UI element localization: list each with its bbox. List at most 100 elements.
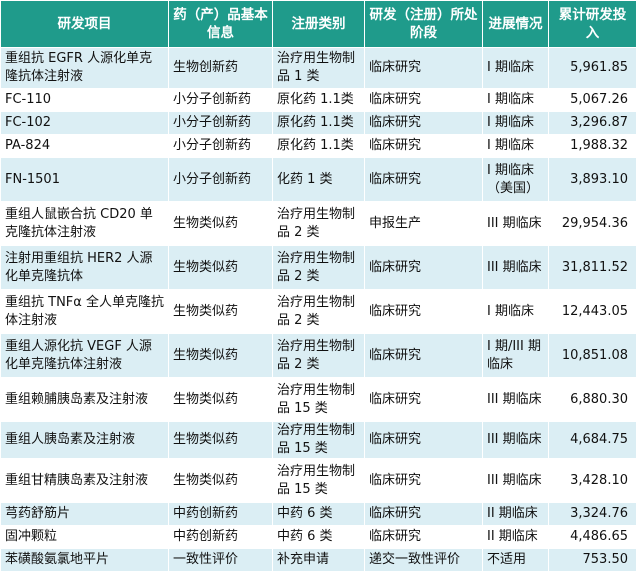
cell-progress: 不适用: [483, 549, 549, 572]
cell-stage: 临床研究: [365, 422, 483, 459]
cell-reg-category: 治疗用生物制品 2 类: [273, 334, 365, 378]
table-row: 重组抗 TNFα 全人单克隆抗体注射液 生物类似药 治疗用生物制品 2 类 临床…: [1, 290, 636, 334]
table-row: 苯磺酸氨氯地平片 一致性评价 补充申请 递交一致性评价 不适用 753.50: [1, 549, 636, 572]
cell-reg-category: 治疗用生物制品 15 类: [273, 422, 365, 459]
cell-stage: 临床研究: [365, 290, 483, 334]
cell-stage: 临床研究: [365, 158, 483, 202]
cell-stage: 临床研究: [365, 48, 483, 89]
col-header-stage: 研发（注册）所处阶段: [365, 1, 483, 48]
table-row: 芎药舒筋片 中药创新药 中药 6 类 临床研究 II 期临床 3,324.76: [1, 503, 636, 526]
cell-progress: I 期临床: [483, 112, 549, 135]
cell-project: 重组人源化抗 VEGF 人源化单克隆抗体注射液: [1, 334, 169, 378]
cell-basic-info: 生物创新药: [169, 48, 273, 89]
cell-progress: III 期临床: [483, 246, 549, 290]
cell-project: 重组人胰岛素及注射液: [1, 422, 169, 459]
cell-basic-info: 小分子创新药: [169, 89, 273, 112]
cell-progress: I 期临床: [483, 48, 549, 89]
cell-basic-info: 生物类似药: [169, 246, 273, 290]
cell-project: FN-1501: [1, 158, 169, 202]
cell-reg-category: 治疗用生物制品 2 类: [273, 246, 365, 290]
cell-basic-info: 中药创新药: [169, 503, 273, 526]
cell-reg-category: 治疗用生物制品 1 类: [273, 48, 365, 89]
cell-project: 重组抗 TNFα 全人单克隆抗体注射液: [1, 290, 169, 334]
cell-stage: 临床研究: [365, 334, 483, 378]
col-header-project: 研发项目: [1, 1, 169, 48]
cell-progress: II 期临床: [483, 503, 549, 526]
cell-reg-category: 治疗用生物制品 2 类: [273, 290, 365, 334]
table-row: 重组人鼠嵌合抗 CD20 单克隆抗体注射液 生物类似药 治疗用生物制品 2 类 …: [1, 202, 636, 246]
cell-stage: 临床研究: [365, 459, 483, 503]
table-row: FC-102 小分子创新药 原化药 1.1类 临床研究 I 期临床 3,296.…: [1, 112, 636, 135]
cell-project: 重组抗 EGFR 人源化单克隆抗体注射液: [1, 48, 169, 89]
col-header-investment: 累计研发投入: [549, 1, 636, 48]
cell-basic-info: 生物类似药: [169, 202, 273, 246]
cell-investment: 4,486.65: [549, 526, 636, 549]
table-row: 重组人源化抗 VEGF 人源化单克隆抗体注射液 生物类似药 治疗用生物制品 2 …: [1, 334, 636, 378]
cell-progress: III 期临床: [483, 202, 549, 246]
cell-stage: 临床研究: [365, 526, 483, 549]
cell-investment: 4,684.75: [549, 422, 636, 459]
table-row: 重组抗 EGFR 人源化单克隆抗体注射液 生物创新药 治疗用生物制品 1 类 临…: [1, 48, 636, 89]
cell-progress: I 期临床: [483, 89, 549, 112]
cell-investment: 3,324.76: [549, 503, 636, 526]
cell-investment: 1,988.32: [549, 135, 636, 158]
cell-stage: 临床研究: [365, 246, 483, 290]
cell-basic-info: 生物类似药: [169, 334, 273, 378]
cell-project: 重组赖脯胰岛素及注射液: [1, 378, 169, 422]
cell-stage: 临床研究: [365, 89, 483, 112]
cell-project: 重组人鼠嵌合抗 CD20 单克隆抗体注射液: [1, 202, 169, 246]
cell-reg-category: 治疗用生物制品 2 类: [273, 202, 365, 246]
cell-basic-info: 生物类似药: [169, 459, 273, 503]
table-row: 固冲颗粒 中药创新药 中药 6 类 临床研究 II 期临床 4,486.65: [1, 526, 636, 549]
cell-basic-info: 一致性评价: [169, 549, 273, 572]
cell-investment: 3,893.10: [549, 158, 636, 202]
cell-reg-category: 中药 6 类: [273, 526, 365, 549]
cell-investment: 3,296.87: [549, 112, 636, 135]
cell-basic-info: 生物类似药: [169, 290, 273, 334]
cell-basic-info: 小分子创新药: [169, 112, 273, 135]
cell-project: 苯磺酸氨氯地平片: [1, 549, 169, 572]
cell-progress: I 期临床: [483, 290, 549, 334]
table-row: 注射用重组抗 HER2 人源化单克隆抗体 生物类似药 治疗用生物制品 2 类 临…: [1, 246, 636, 290]
cell-investment: 31,811.52: [549, 246, 636, 290]
header-row: 研发项目 药（产）品基本信息 注册类别 研发（注册）所处阶段 进展情况 累计研发…: [1, 1, 636, 48]
table-row: 重组赖脯胰岛素及注射液 生物类似药 治疗用生物制品 15 类 临床研究 III …: [1, 378, 636, 422]
cell-progress: III 期临床: [483, 378, 549, 422]
cell-progress: III 期临床: [483, 422, 549, 459]
cell-progress: I 期临床（美国）: [483, 158, 549, 202]
cell-reg-category: 补充申请: [273, 549, 365, 572]
table-row: FC-110 小分子创新药 原化药 1.1类 临床研究 I 期临床 5,067.…: [1, 89, 636, 112]
cell-project: FC-102: [1, 112, 169, 135]
table-row: 重组甘精胰岛素及注射液 生物类似药 治疗用生物制品 15 类 临床研究 III …: [1, 459, 636, 503]
cell-stage: 临床研究: [365, 503, 483, 526]
cell-progress: I 期临床: [483, 135, 549, 158]
cell-basic-info: 小分子创新药: [169, 158, 273, 202]
cell-stage: 临床研究: [365, 135, 483, 158]
cell-reg-category: 治疗用生物制品 15 类: [273, 459, 365, 503]
cell-project: 芎药舒筋片: [1, 503, 169, 526]
cell-project: FC-110: [1, 89, 169, 112]
cell-investment: 6,880.30: [549, 378, 636, 422]
cell-stage: 临床研究: [365, 378, 483, 422]
cell-reg-category: 治疗用生物制品 15 类: [273, 378, 365, 422]
cell-project: 注射用重组抗 HER2 人源化单克隆抗体: [1, 246, 169, 290]
col-header-reg-category: 注册类别: [273, 1, 365, 48]
cell-stage: 临床研究: [365, 112, 483, 135]
cell-stage: 申报生产: [365, 202, 483, 246]
cell-progress: II 期临床: [483, 526, 549, 549]
cell-reg-category: 化药 1 类: [273, 158, 365, 202]
cell-progress: III 期临床: [483, 459, 549, 503]
cell-investment: 5,961.85: [549, 48, 636, 89]
cell-investment: 3,428.10: [549, 459, 636, 503]
cell-project: 重组甘精胰岛素及注射液: [1, 459, 169, 503]
cell-investment: 12,443.05: [549, 290, 636, 334]
cell-reg-category: 原化药 1.1类: [273, 112, 365, 135]
cell-investment: 10,851.08: [549, 334, 636, 378]
cell-reg-category: 中药 6 类: [273, 503, 365, 526]
table-row: PA-824 小分子创新药 原化药 1.1类 临床研究 I 期临床 1,988.…: [1, 135, 636, 158]
table-row: 重组人胰岛素及注射液 生物类似药 治疗用生物制品 15 类 临床研究 III 期…: [1, 422, 636, 459]
cell-investment: 753.50: [549, 549, 636, 572]
cell-basic-info: 中药创新药: [169, 526, 273, 549]
cell-basic-info: 生物类似药: [169, 422, 273, 459]
cell-project: PA-824: [1, 135, 169, 158]
